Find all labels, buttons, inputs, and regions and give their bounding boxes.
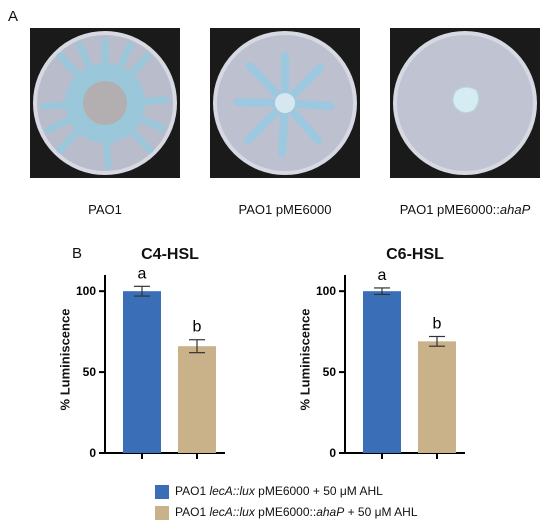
petri-dish-2 xyxy=(210,28,360,178)
dish-label-2: PAO1 pME6000 xyxy=(238,202,332,217)
chart-2-ytick-label-1: 50 xyxy=(323,365,337,379)
dish-label-1: PAO1 xyxy=(88,202,122,217)
legend-swatch-2 xyxy=(155,506,169,520)
legend-text-1: PAO1 lecA::lux pME6000 + 50 μM AHL xyxy=(175,484,383,498)
chart-2-bar-1 xyxy=(363,291,401,453)
chart-2-sig-2: b xyxy=(433,315,442,332)
dish-label-3-plain: PAO1 pME6000:: xyxy=(399,202,500,217)
chart-2-ytick-label-2: 100 xyxy=(316,284,336,298)
panel-b-label: B xyxy=(72,245,83,262)
chart-1-bar-1 xyxy=(123,291,161,453)
petri-dish-3 xyxy=(390,28,540,178)
legend-swatch-1 xyxy=(155,485,169,499)
dish-label-3-italic: ahaP xyxy=(499,202,531,217)
chart-2-title: C6-HSL xyxy=(386,246,444,263)
chart-2-ytick-label-0: 0 xyxy=(329,446,336,460)
chart-1-sig-1: a xyxy=(138,265,147,282)
chart-2-sig-1: a xyxy=(378,267,387,284)
chart-1-sig-2: b xyxy=(193,319,202,336)
panel-a-label: A xyxy=(8,8,19,25)
chart-1-bar-2 xyxy=(178,346,216,453)
chart-1-ytick-label-1: 50 xyxy=(83,365,97,379)
legend-text-2: PAO1 lecA::lux pME6000::ahaP + 50 μM AHL xyxy=(175,505,418,519)
petri-dish-1 xyxy=(30,28,180,178)
chart-1-svg: 0 50 100 a b xyxy=(76,265,225,460)
chart-1-ytick-label-2: 100 xyxy=(76,284,96,298)
colony-point xyxy=(452,86,480,114)
chart-1-ytick-label-0: 0 xyxy=(89,446,96,460)
dish-label-3: PAO1 pME6000::ahaP xyxy=(380,202,550,217)
chart-2-svg: 0 50 100 a b xyxy=(316,267,465,460)
chart-1-title: C4-HSL xyxy=(141,246,199,263)
chart-2-bar-2 xyxy=(418,341,456,453)
